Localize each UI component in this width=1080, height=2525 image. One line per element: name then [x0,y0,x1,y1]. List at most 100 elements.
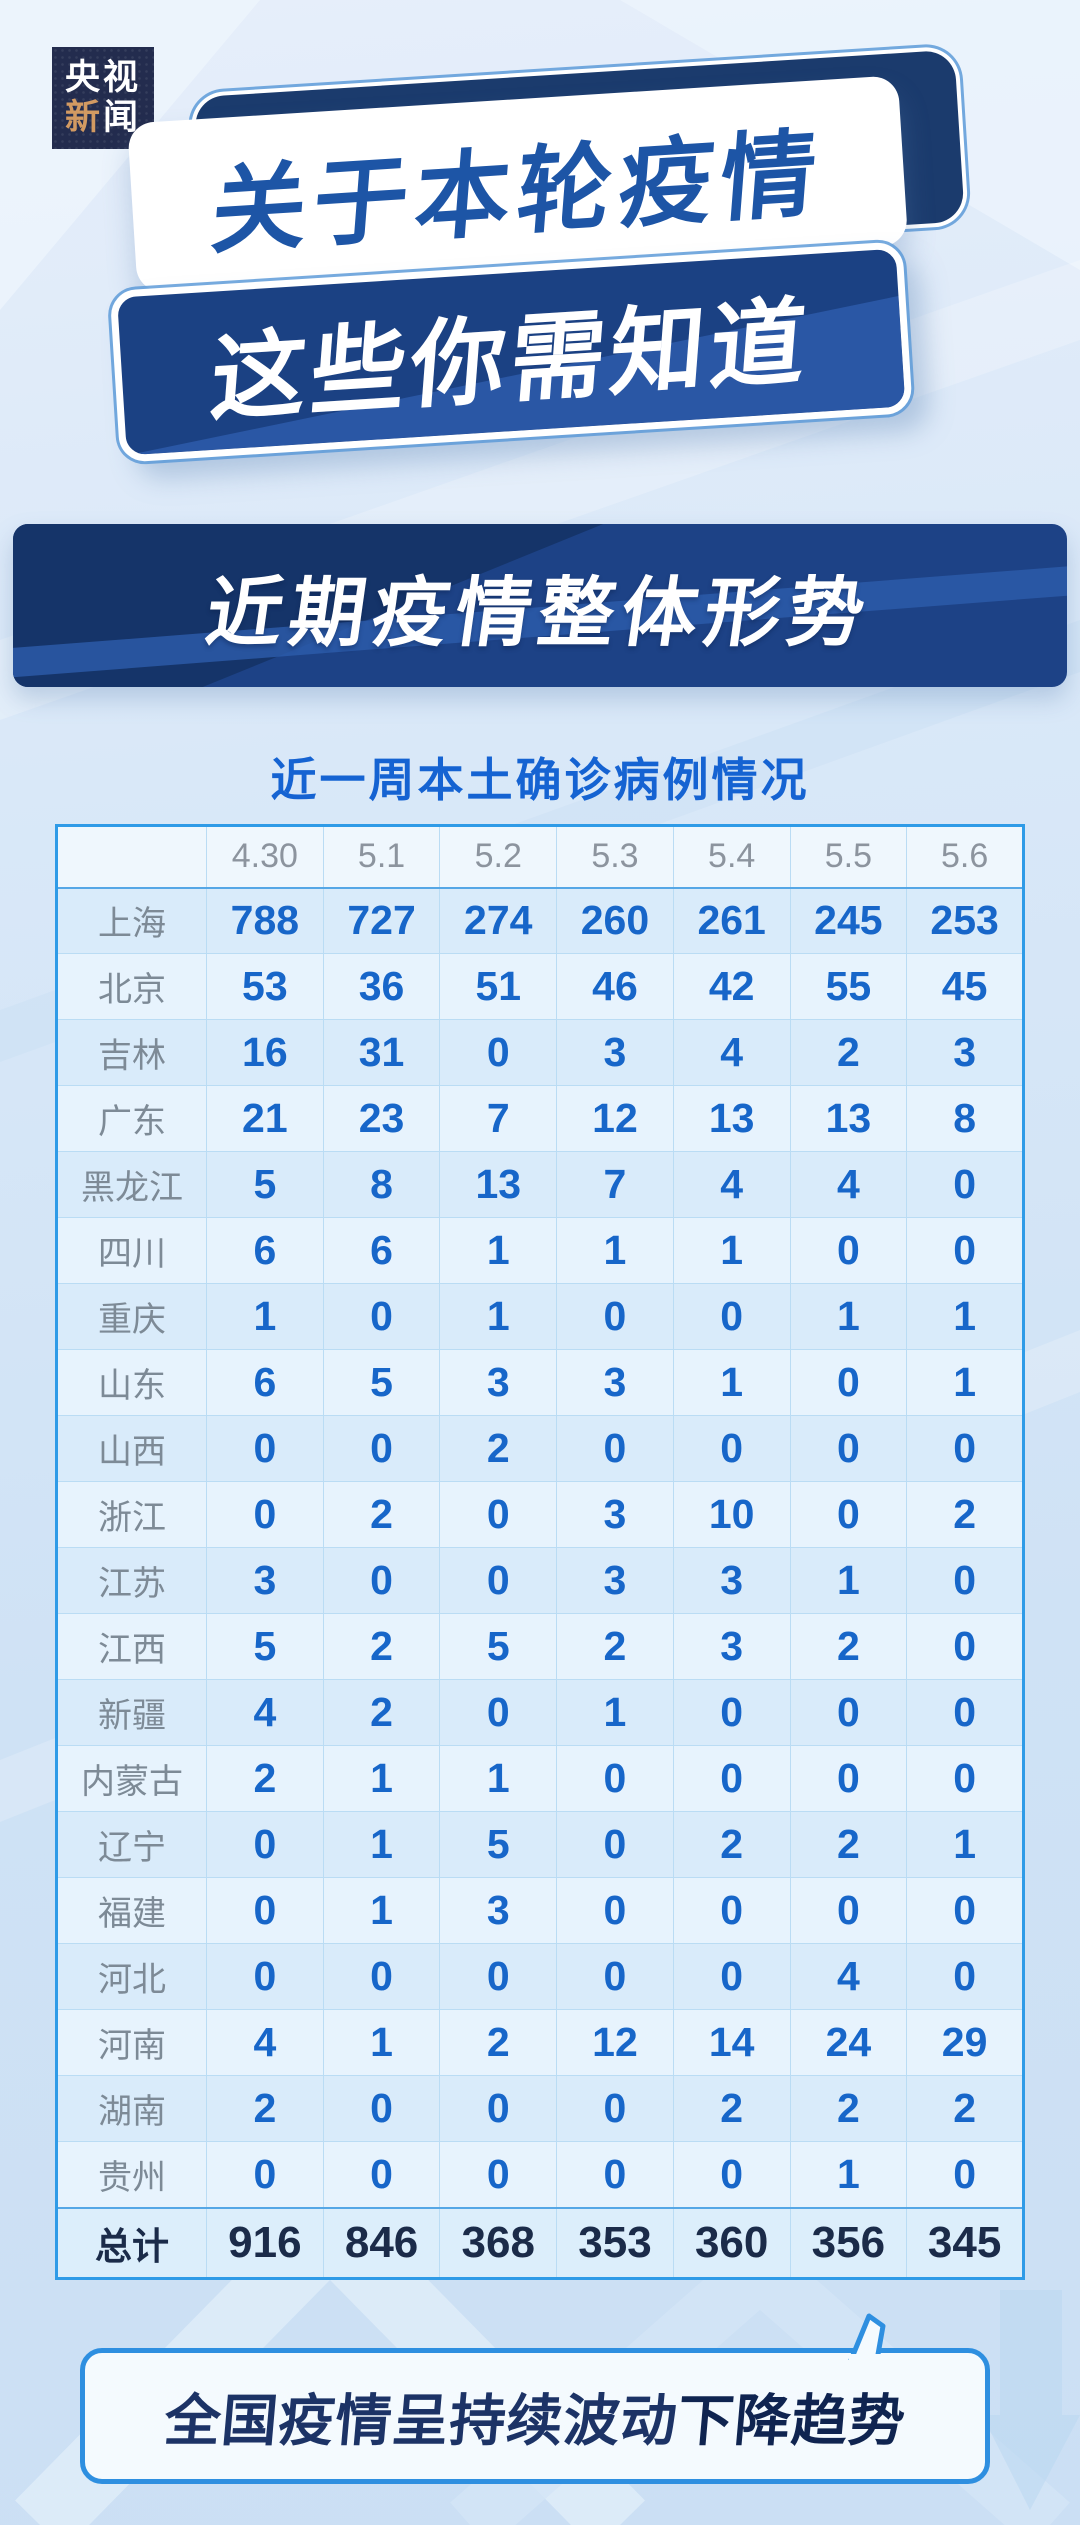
case-count: 46 [556,953,674,1020]
total-label: 总计 [56,2206,207,2279]
case-count: 12 [556,2009,674,2076]
case-count: 1 [672,1349,791,1416]
headline-line1: 关于本轮疫情 [207,120,827,266]
case-count: 0 [672,1283,791,1350]
case-count: 0 [322,1415,441,1482]
case-count: 0 [556,1283,674,1350]
case-count: 4 [672,1019,791,1086]
column-header: 5.6 [906,825,1024,888]
case-count: 788 [206,886,324,954]
case-count: 7 [556,1151,674,1218]
column-header: 5.3 [556,825,674,888]
case-count: 253 [906,886,1024,954]
case-count: 0 [789,1481,908,1548]
section-header-text: 近期疫情整体形势 [200,570,877,656]
case-count: 21 [206,1085,324,1152]
province-label: 黑龙江 [56,1151,207,1218]
case-count: 0 [906,1877,1024,1944]
case-count: 3 [556,1019,674,1086]
case-count: 3 [906,1019,1024,1086]
case-count: 4 [206,2009,324,2076]
table-row: 贵州 0 0 0 0 0 1 0 [56,2141,1024,2208]
case-count: 0 [672,2141,791,2208]
province-label: 山西 [56,1415,207,1482]
case-count: 1 [906,1349,1024,1416]
case-count: 3 [672,1613,791,1680]
case-count: 0 [206,2141,324,2208]
bubble-tail [848,2313,886,2360]
case-count: 8 [906,1085,1024,1152]
case-count: 0 [672,1679,791,1746]
case-count: 0 [556,1415,674,1482]
case-count: 0 [556,1745,674,1812]
case-count: 0 [556,1877,674,1944]
province-label: 山东 [56,1349,207,1416]
conclusion-text: 全国疫情呈持续波动下降趋势 [161,2376,909,2457]
case-count: 1 [439,1283,558,1350]
case-count: 0 [672,1943,791,2010]
case-count: 1 [322,1811,441,1878]
case-count: 0 [439,1679,558,1746]
case-count: 1 [206,1283,324,1350]
table-row: 河南 4 1 2 12 14 24 29 [56,2009,1024,2076]
case-count: 727 [322,886,441,954]
province-label: 江苏 [56,1547,207,1614]
case-count: 0 [322,1943,441,2010]
case-count: 23 [322,1085,441,1152]
case-count: 3 [206,1547,324,1614]
case-count: 0 [556,1811,674,1878]
table-row: 福建 0 1 3 0 0 0 0 [56,1877,1024,1944]
case-count: 0 [906,1679,1024,1746]
case-count: 1 [322,1745,441,1812]
case-count: 5 [439,1811,558,1878]
case-count: 16 [206,1019,324,1086]
case-count: 4 [789,1943,908,2010]
case-count: 36 [322,953,441,1020]
case-count: 10 [672,1481,791,1548]
table-row: 山东 6 5 3 3 1 0 1 [56,1349,1024,1416]
case-count: 2 [206,1745,324,1812]
case-count: 5 [322,1349,441,1416]
case-count: 42 [672,953,791,1020]
case-count: 0 [439,1019,558,1086]
case-count: 0 [672,1415,791,1482]
table-row: 北京 53 36 51 46 42 55 45 [56,953,1024,1020]
case-count: 5 [206,1151,324,1218]
case-count: 12 [556,1085,674,1152]
case-count: 0 [906,2141,1024,2208]
case-count: 0 [439,2141,558,2208]
case-count: 0 [439,1943,558,2010]
table-row: 浙江 0 2 0 3 10 0 2 [56,1481,1024,1548]
case-count: 0 [206,1811,324,1878]
province-label: 浙江 [56,1481,207,1548]
case-count: 4 [672,1151,791,1218]
total-count: 916 [206,2206,324,2279]
case-count: 3 [556,1547,674,1614]
case-count: 260 [556,886,674,954]
case-count: 24 [789,2009,908,2076]
case-count: 3 [439,1877,558,1944]
province-label: 河北 [56,1943,207,2010]
case-count: 0 [672,1877,791,1944]
case-count: 1 [322,2009,441,2076]
case-count: 1 [556,1679,674,1746]
case-count: 261 [672,886,791,954]
case-count: 2 [556,1613,674,1680]
case-count: 31 [322,1019,441,1086]
case-count: 0 [439,1547,558,1614]
province-label: 吉林 [56,1019,207,1086]
case-count: 1 [556,1217,674,1284]
case-count: 0 [906,1943,1024,2010]
case-count: 13 [789,1085,908,1152]
province-label: 内蒙古 [56,1745,207,1812]
cases-table-wrap: 4.30 5.1 5.2 5.3 5.4 5.5 5.6 上海 788 727 274 260 261… [55,824,1025,2280]
case-count: 0 [789,1415,908,1482]
case-count: 2 [206,2075,324,2142]
case-count: 0 [556,1943,674,2010]
province-label: 重庆 [56,1283,207,1350]
case-count: 2 [672,2075,791,2142]
case-count: 6 [206,1349,324,1416]
total-count: 368 [439,2206,558,2279]
column-header: 5.2 [439,825,558,888]
table-row: 河北 0 0 0 0 0 4 0 [56,1943,1024,2010]
